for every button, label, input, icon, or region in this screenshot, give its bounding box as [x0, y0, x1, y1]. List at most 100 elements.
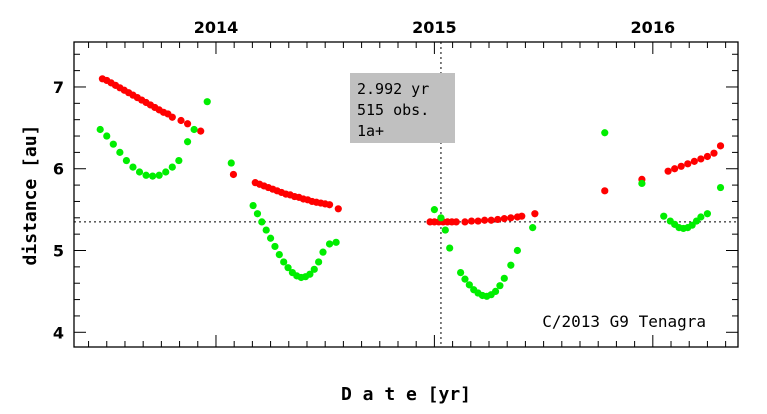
data-point: [513, 246, 521, 255]
x-tick-label: 2015: [412, 18, 457, 37]
info-box-background: [350, 73, 455, 143]
data-point: [183, 138, 192, 146]
data-point: [446, 244, 454, 252]
data-point: [271, 242, 279, 251]
data-point: [122, 156, 131, 165]
plot-frame: [73, 41, 739, 348]
series-1: [96, 98, 725, 300]
data-points: [96, 75, 725, 300]
data-point: [142, 171, 150, 179]
data-point: [430, 206, 438, 214]
data-point: [664, 167, 672, 175]
data-point: [319, 248, 327, 256]
data-point: [481, 216, 489, 224]
data-point: [671, 165, 679, 173]
data-point: [601, 187, 609, 195]
data-point: [677, 162, 685, 170]
data-point: [500, 215, 508, 223]
data-point: [500, 274, 508, 282]
data-point: [253, 210, 262, 218]
data-point: [660, 212, 668, 220]
data-point: [441, 226, 449, 234]
x-tick-label: 2016: [631, 18, 676, 37]
y-tick-label: 7: [53, 78, 64, 97]
data-point: [325, 201, 334, 209]
data-point: [452, 218, 460, 226]
info-line-2: 515 obs.: [357, 101, 429, 119]
data-point: [168, 113, 176, 121]
y-tick-label: 6: [53, 160, 64, 179]
data-point: [162, 168, 170, 176]
data-point: [518, 212, 526, 220]
data-point: [716, 183, 725, 192]
data-point: [332, 238, 340, 246]
data-point: [190, 125, 198, 134]
data-point: [684, 160, 692, 168]
data-point: [690, 157, 698, 165]
data-point: [325, 240, 334, 248]
data-point: [306, 270, 314, 278]
data-point: [461, 275, 469, 283]
y-axis-title: distance [au]: [20, 125, 41, 266]
data-point: [249, 201, 257, 210]
data-point: [229, 170, 238, 179]
data-point: [703, 210, 712, 218]
data-point: [507, 261, 515, 269]
object-annotation: C/2013 G9 Tenagra: [542, 312, 706, 331]
info-line-3: 1a+: [357, 122, 384, 140]
data-point: [491, 287, 500, 295]
data-point: [507, 214, 515, 222]
data-point: [284, 264, 292, 272]
data-point: [710, 149, 718, 157]
data-point: [103, 132, 111, 140]
data-point: [109, 140, 117, 148]
data-point: [275, 251, 283, 259]
data-point: [175, 156, 183, 165]
data-point: [197, 127, 205, 135]
info-box: 2.992 yr 515 obs. 1a+: [350, 73, 455, 143]
axis-ticks: 2014 2015 2016 4 5 6 7: [53, 18, 738, 347]
data-point: [96, 125, 104, 134]
x-tick-label: 2014: [194, 18, 239, 37]
data-point: [716, 142, 725, 150]
data-point: [168, 163, 176, 171]
data-point: [703, 152, 712, 161]
data-point: [177, 116, 185, 125]
data-point: [494, 215, 502, 224]
data-point: [135, 168, 144, 176]
data-point: [155, 171, 163, 179]
x-axis-title: D a t e [yr]: [341, 384, 471, 405]
data-point: [697, 155, 705, 163]
y-tick-label: 5: [53, 242, 64, 261]
data-point: [496, 282, 504, 290]
data-point: [129, 163, 137, 171]
data-point: [531, 210, 539, 218]
data-point: [149, 172, 157, 180]
data-point: [280, 258, 288, 266]
data-point: [266, 234, 275, 242]
data-point: [457, 268, 465, 277]
data-point: [638, 179, 646, 188]
data-point: [529, 224, 537, 232]
data-point: [474, 217, 482, 225]
y-tick-label: 4: [53, 323, 64, 342]
data-point: [467, 217, 476, 225]
data-point: [601, 129, 609, 137]
data-point: [262, 226, 270, 234]
data-point: [461, 218, 469, 226]
data-point: [437, 214, 445, 222]
data-point: [697, 213, 705, 221]
data-point: [183, 120, 192, 128]
data-point: [258, 218, 266, 226]
data-point: [310, 265, 318, 273]
data-point: [334, 205, 342, 213]
info-line-1: 2.992 yr: [357, 80, 429, 98]
data-point: [203, 98, 211, 106]
series-0: [98, 75, 725, 226]
data-point: [465, 281, 473, 289]
data-point: [116, 148, 124, 156]
data-point: [227, 159, 235, 167]
data-point: [315, 258, 323, 266]
data-point: [487, 216, 495, 224]
